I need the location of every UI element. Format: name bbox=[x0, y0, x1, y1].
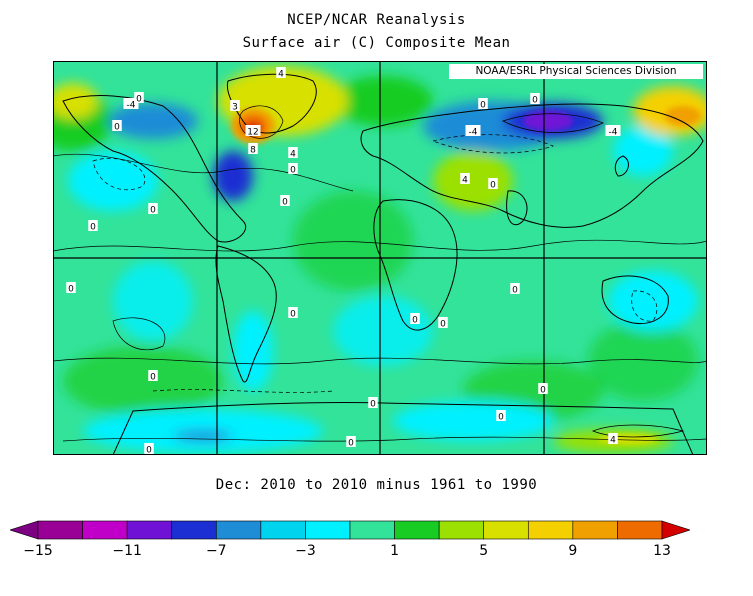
contour-label: -4 bbox=[123, 98, 139, 111]
contour-label: 12 bbox=[245, 125, 261, 138]
map-title: NCEP/NCAR Reanalysis bbox=[287, 12, 466, 28]
colorbar-segment bbox=[349, 520, 395, 540]
contour-label: 0 bbox=[144, 443, 154, 455]
svg-text:12: 12 bbox=[247, 128, 258, 138]
colorbar-segment bbox=[394, 520, 440, 540]
svg-text:0: 0 bbox=[68, 285, 74, 295]
colorbar-tick-label: 9 bbox=[568, 543, 578, 559]
colorbar-tick-label: 1 bbox=[390, 543, 400, 559]
colorbar-tick-label: −15 bbox=[23, 543, 53, 559]
colorbar-segment bbox=[37, 520, 83, 540]
contour-lines bbox=[53, 105, 707, 442]
contour-label: -4 bbox=[605, 125, 621, 138]
svg-text:-4: -4 bbox=[127, 101, 136, 111]
contour-label: 0 bbox=[280, 195, 290, 208]
svg-text:0: 0 bbox=[540, 386, 546, 396]
contour-label: 0 bbox=[88, 220, 98, 233]
colorbar-tick-label: 5 bbox=[479, 543, 489, 559]
contour-label: 4 bbox=[276, 67, 286, 80]
contour-label: 0 bbox=[496, 410, 506, 423]
contour-label: 8 bbox=[248, 143, 258, 156]
svg-text:4: 4 bbox=[462, 176, 468, 186]
svg-text:0: 0 bbox=[490, 181, 496, 191]
svg-text:8: 8 bbox=[250, 146, 256, 156]
anomaly-map: 4 -4 0 3 12 8 4 0 0 0 -4 -4 0 4 0 0 0 0 0 0 0 0 0 0 0 0 0 4 0 0 NOAA/… bbox=[53, 61, 707, 455]
contour-label: 0 bbox=[538, 383, 548, 396]
colorbar-tick-label: −11 bbox=[112, 543, 142, 559]
contour-label: 0 bbox=[530, 93, 540, 106]
colorbar-segment bbox=[483, 520, 529, 540]
colorbar-segment bbox=[617, 520, 663, 540]
svg-text:0: 0 bbox=[150, 373, 156, 383]
colorbar-segment bbox=[171, 520, 217, 540]
contour-label: 0 bbox=[288, 163, 298, 176]
svg-text:4: 4 bbox=[610, 436, 616, 446]
svg-text:4: 4 bbox=[278, 70, 284, 80]
svg-text:0: 0 bbox=[136, 95, 142, 105]
colorbar-tick-label: −7 bbox=[205, 543, 227, 559]
svg-text:0: 0 bbox=[282, 198, 288, 208]
contour-label: 4 bbox=[608, 433, 618, 446]
svg-text:0: 0 bbox=[290, 166, 296, 176]
contour-label: 0 bbox=[410, 313, 420, 326]
contour-label: 4 bbox=[460, 173, 470, 186]
map-frame bbox=[53, 61, 707, 455]
colorbar-tick-label: 13 bbox=[653, 543, 671, 559]
coastlines bbox=[62, 73, 704, 455]
map-subtitle: Surface air (C) Composite Mean bbox=[242, 35, 511, 51]
svg-text:0: 0 bbox=[512, 286, 518, 296]
contour-label: 0 bbox=[66, 282, 76, 295]
color-scale-bar bbox=[10, 520, 690, 540]
svg-text:0: 0 bbox=[532, 96, 538, 106]
contour-label: 0 bbox=[112, 120, 122, 133]
colorbar-segment bbox=[572, 520, 618, 540]
svg-text:-4: -4 bbox=[609, 128, 618, 138]
colorbar-segment bbox=[527, 520, 574, 540]
contour-label: 0 bbox=[438, 317, 448, 330]
svg-text:0: 0 bbox=[412, 316, 418, 326]
svg-text:0: 0 bbox=[480, 101, 486, 111]
colorbar-max-arrow bbox=[661, 520, 690, 540]
contour-label: 0 bbox=[148, 203, 158, 216]
svg-text:0: 0 bbox=[370, 400, 376, 410]
contour-label: 0 bbox=[148, 370, 158, 383]
contour-label: 0 bbox=[346, 436, 356, 449]
svg-text:0: 0 bbox=[498, 413, 504, 423]
contour-label: -4 bbox=[465, 125, 481, 138]
contour-label: 4 bbox=[288, 147, 298, 160]
colorbar-segment bbox=[126, 520, 173, 540]
contour-label: 3 bbox=[230, 100, 240, 113]
svg-text:0: 0 bbox=[90, 223, 96, 233]
colorbar-segment bbox=[82, 520, 128, 540]
contour-label: 0 bbox=[288, 307, 298, 320]
svg-text:0: 0 bbox=[146, 446, 152, 456]
contour-label: 0 bbox=[368, 397, 378, 410]
svg-text:3: 3 bbox=[232, 103, 238, 113]
contour-label: 0 bbox=[488, 178, 498, 191]
svg-text:0: 0 bbox=[348, 439, 354, 449]
colorbar-segment bbox=[305, 520, 351, 540]
contour-label: 0 bbox=[510, 283, 520, 296]
colorbar-segment bbox=[260, 520, 306, 540]
colorbar-tick-label: −3 bbox=[295, 543, 316, 559]
contour-label: 0 bbox=[478, 98, 488, 111]
colorbar-min-arrow bbox=[10, 520, 39, 540]
svg-text:0: 0 bbox=[440, 320, 446, 330]
svg-text:0: 0 bbox=[150, 206, 156, 216]
svg-text:4: 4 bbox=[290, 150, 296, 160]
credit-box: NOAA/ESRL Physical Sciences Division bbox=[449, 64, 703, 79]
colorbar-segment bbox=[215, 520, 262, 540]
svg-text:0: 0 bbox=[290, 310, 296, 320]
negative-contours bbox=[92, 134, 658, 393]
colorbar-segment bbox=[438, 520, 485, 540]
period-label: Dec: 2010 to 2010 minus 1961 to 1990 bbox=[215, 477, 538, 493]
contour-label: 0 bbox=[134, 92, 144, 105]
svg-text:-4: -4 bbox=[469, 128, 478, 138]
svg-text:0: 0 bbox=[114, 123, 120, 133]
